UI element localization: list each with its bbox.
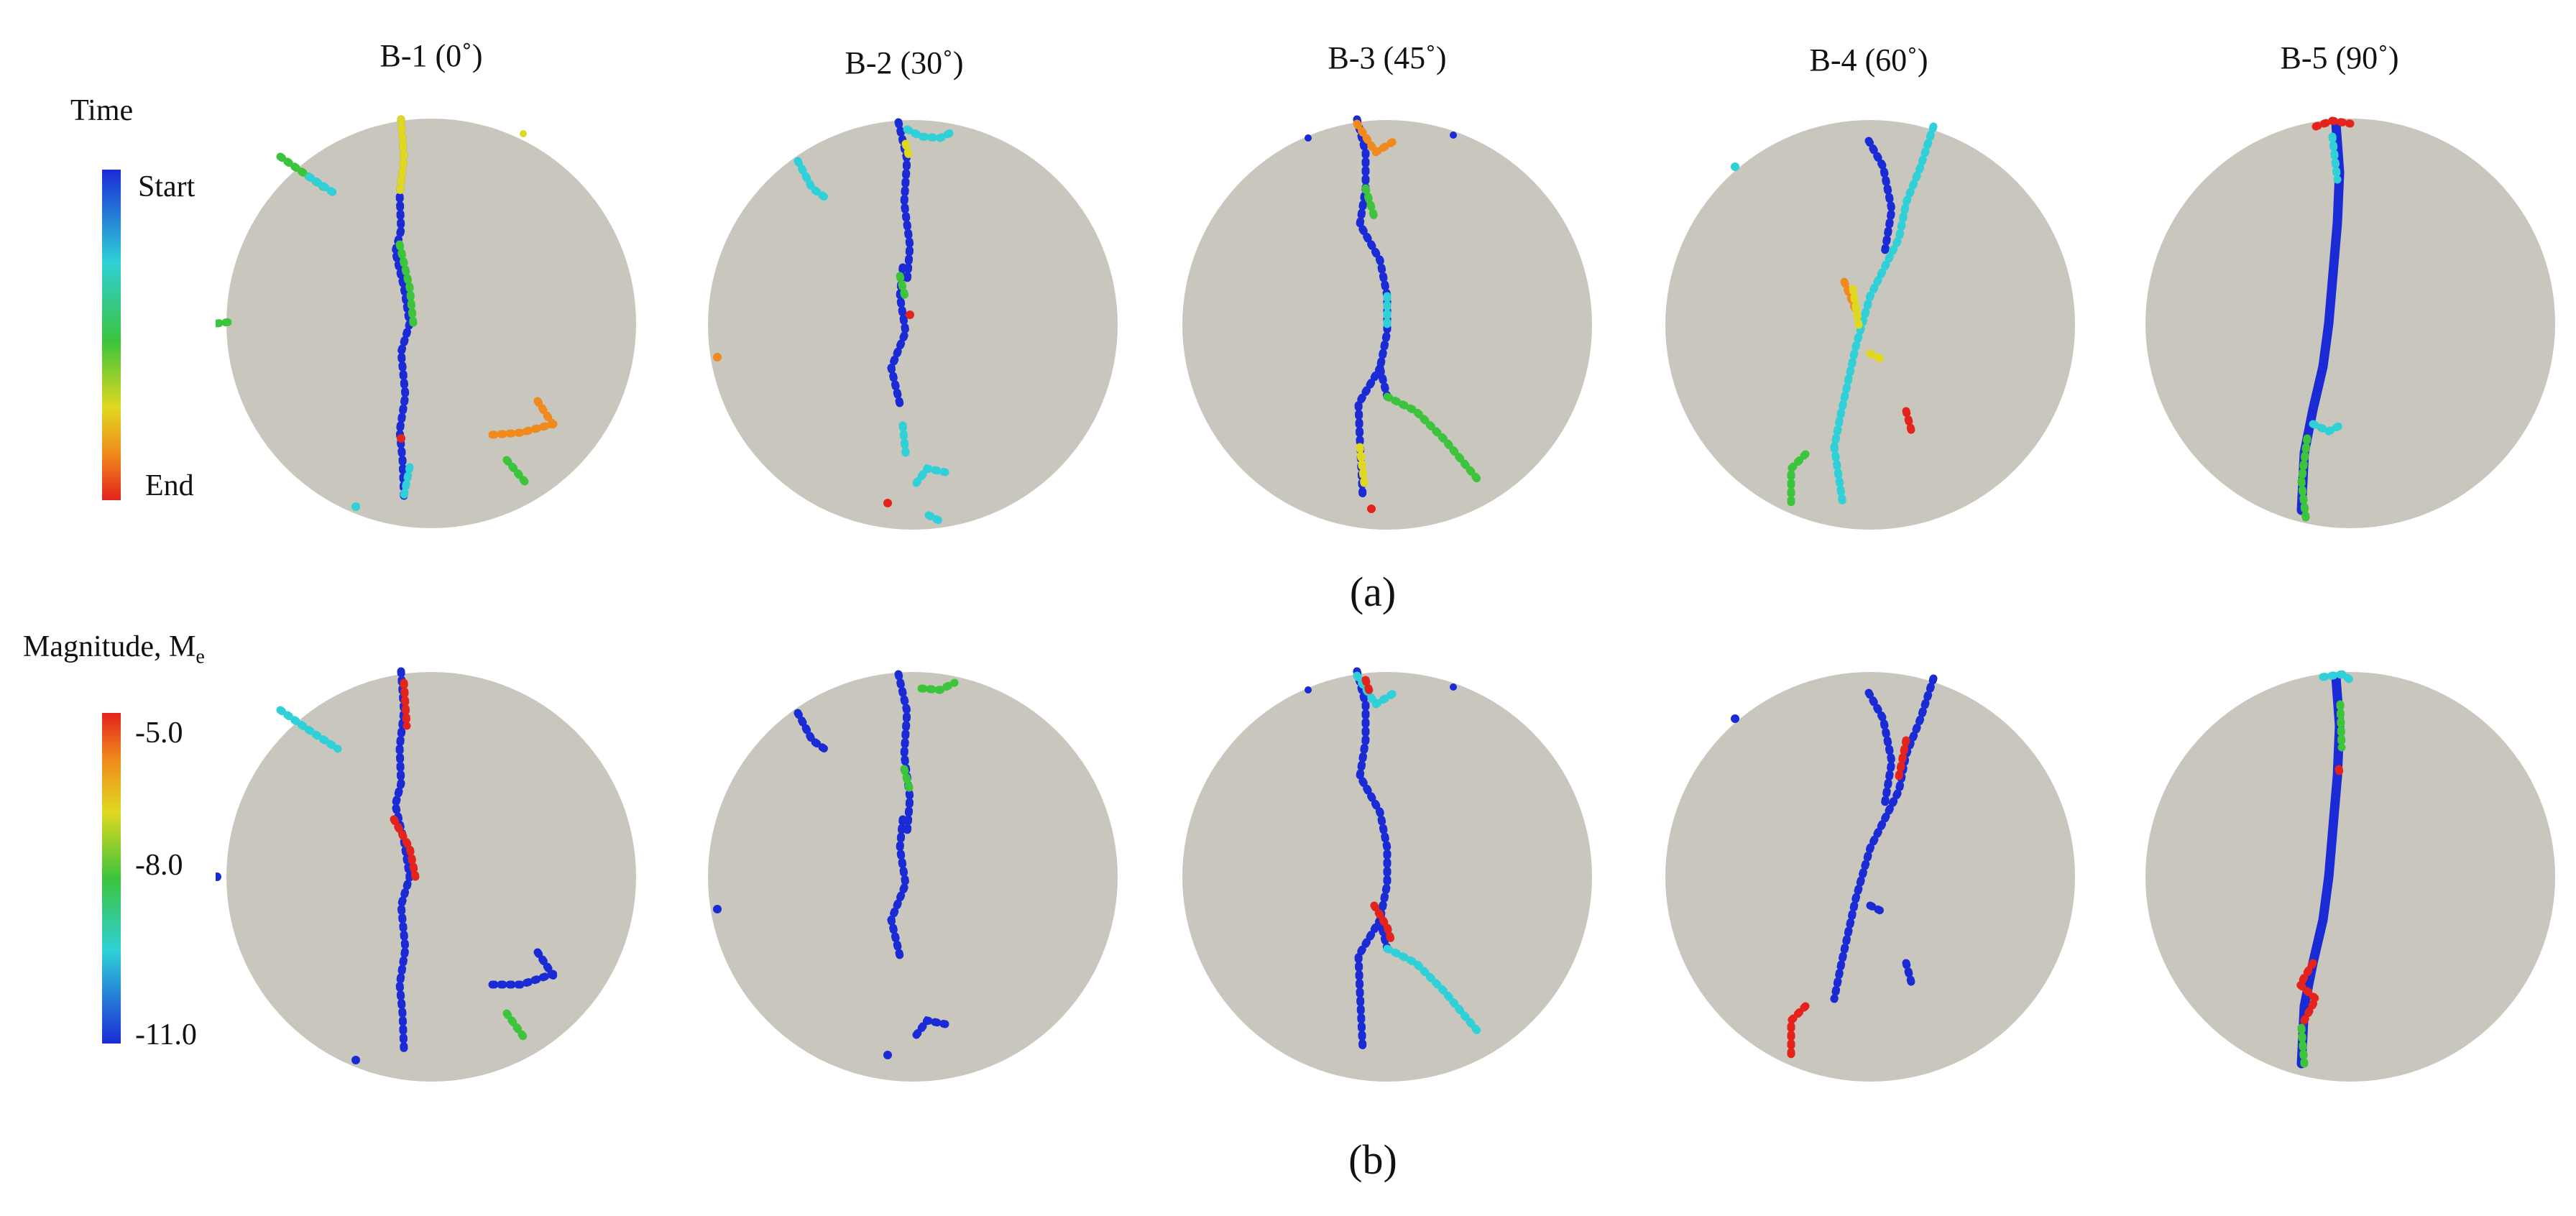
- magnitude-legend-subscript: e: [196, 645, 205, 668]
- panel-label-a: (a): [1349, 568, 1397, 615]
- column-title-b5: B-5 (90˚): [2280, 40, 2399, 75]
- magnitude-legend-title: Magnitude, Me: [23, 630, 205, 668]
- column-title-b2: B-2 (30˚): [845, 45, 964, 80]
- time-legend-end: End: [145, 469, 194, 502]
- time-legend-title: Time: [70, 94, 134, 127]
- disk-magnitude-b3: [1172, 661, 1603, 1092]
- disk-magnitude-b5: [2135, 661, 2566, 1092]
- magnitude-colorbar: [102, 713, 121, 1044]
- magnitude-tick-low: -11.0: [135, 1018, 197, 1051]
- disk-time-b3: [1172, 109, 1603, 540]
- disk-time-b4: [1655, 109, 2086, 540]
- magnitude-tick-high: -5.0: [135, 717, 183, 750]
- disk-magnitude-b2: [697, 661, 1128, 1092]
- disk-magnitude-b1: [216, 661, 647, 1092]
- column-title-b3: B-3 (45˚): [1328, 40, 1447, 75]
- column-title-b4: B-4 (60˚): [1809, 42, 1928, 78]
- disk-time-b2: [697, 109, 1128, 540]
- time-colorbar: [102, 170, 121, 500]
- panel-label-b: (b): [1348, 1136, 1397, 1183]
- disk-magnitude-b4: [1655, 661, 2086, 1092]
- column-title-b1: B-1 (0˚): [380, 38, 483, 73]
- disk-time-b1: [216, 108, 647, 539]
- magnitude-tick-mid: -8.0: [135, 849, 183, 882]
- time-legend-start: Start: [138, 170, 196, 203]
- disk-time-b5: [2135, 108, 2566, 539]
